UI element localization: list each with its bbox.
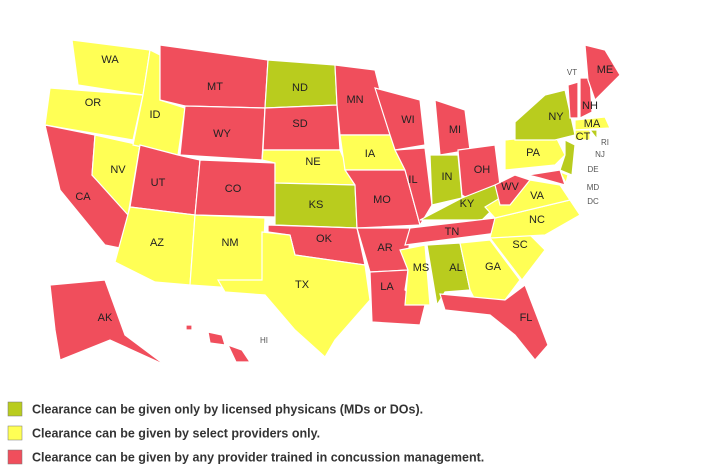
state-label: DE <box>587 165 598 174</box>
state-label: TX <box>295 279 310 291</box>
state-label: CT <box>576 131 591 143</box>
state-label: VT <box>567 68 577 77</box>
state-label: IN <box>442 171 453 183</box>
state <box>159 44 269 109</box>
state <box>494 174 532 206</box>
state-label: NV <box>110 164 126 176</box>
state-label: OH <box>474 164 491 176</box>
state-label: AR <box>377 242 392 254</box>
state-label: LA <box>380 281 394 293</box>
state <box>559 139 576 176</box>
state <box>114 206 196 286</box>
state-label: OR <box>85 97 102 109</box>
state-label: IL <box>408 174 417 186</box>
state-label: ME <box>597 64 614 76</box>
state-label: MA <box>584 118 601 130</box>
state-label: UT <box>151 177 166 189</box>
state <box>584 44 621 102</box>
state-label: RI <box>601 138 609 147</box>
state <box>44 87 144 141</box>
state-label: AZ <box>150 237 164 249</box>
state-label: MI <box>449 124 461 136</box>
state <box>439 284 549 361</box>
state-label: NH <box>582 100 598 112</box>
state-label: NM <box>221 237 238 249</box>
state <box>579 77 593 119</box>
state-label: KS <box>309 199 324 211</box>
state <box>399 244 431 306</box>
state <box>588 129 598 141</box>
state <box>185 324 252 363</box>
state-label: NC <box>529 214 545 226</box>
state-label: MN <box>346 94 363 106</box>
state-label: PA <box>526 147 541 159</box>
state <box>574 116 611 131</box>
state-label: ID <box>150 109 161 121</box>
state-label: AL <box>449 262 462 274</box>
state-label: WA <box>101 54 119 66</box>
state-label: DC <box>587 197 599 206</box>
state-label: TN <box>445 226 460 238</box>
state-label: OK <box>316 233 333 245</box>
state-label: FL <box>520 312 533 324</box>
state-label: WV <box>501 181 519 193</box>
state-label: MD <box>587 183 600 192</box>
state-label: KY <box>460 198 475 210</box>
legend-label: Clearance can be given by any provider t… <box>32 450 484 464</box>
state-label: GA <box>485 261 502 273</box>
state-label: SD <box>292 118 307 130</box>
legend-swatch <box>7 401 23 417</box>
state-label: MT <box>207 81 223 93</box>
state <box>394 147 433 227</box>
state-label: IA <box>365 148 376 160</box>
state-label: AK <box>98 312 113 324</box>
state <box>374 87 426 151</box>
legend-swatch <box>7 425 23 441</box>
legend-label: Clearance can be given only by licensed … <box>32 402 423 416</box>
state <box>71 39 151 96</box>
state-label: CO <box>225 183 242 195</box>
state <box>49 279 166 366</box>
state-label: ND <box>292 82 308 94</box>
state <box>567 81 579 119</box>
state <box>426 242 471 307</box>
legend-swatch <box>7 449 23 465</box>
state-label: SC <box>512 239 527 251</box>
state-label: NY <box>548 111 564 123</box>
state <box>216 231 371 358</box>
state-label: VA <box>530 190 545 202</box>
state-label: HI <box>260 336 268 345</box>
state-label: MS <box>413 262 430 274</box>
state <box>343 169 421 229</box>
state-label: MO <box>373 194 391 206</box>
state-label: NE <box>305 156 320 168</box>
state-label: NJ <box>595 150 605 159</box>
state-label: CA <box>75 191 91 203</box>
state <box>189 214 266 291</box>
state <box>527 169 566 186</box>
state <box>514 89 576 141</box>
state <box>574 129 591 141</box>
state-label: WY <box>213 128 231 140</box>
state-label: WI <box>401 114 414 126</box>
legend-label: Clearance can be given by select provide… <box>32 426 320 440</box>
